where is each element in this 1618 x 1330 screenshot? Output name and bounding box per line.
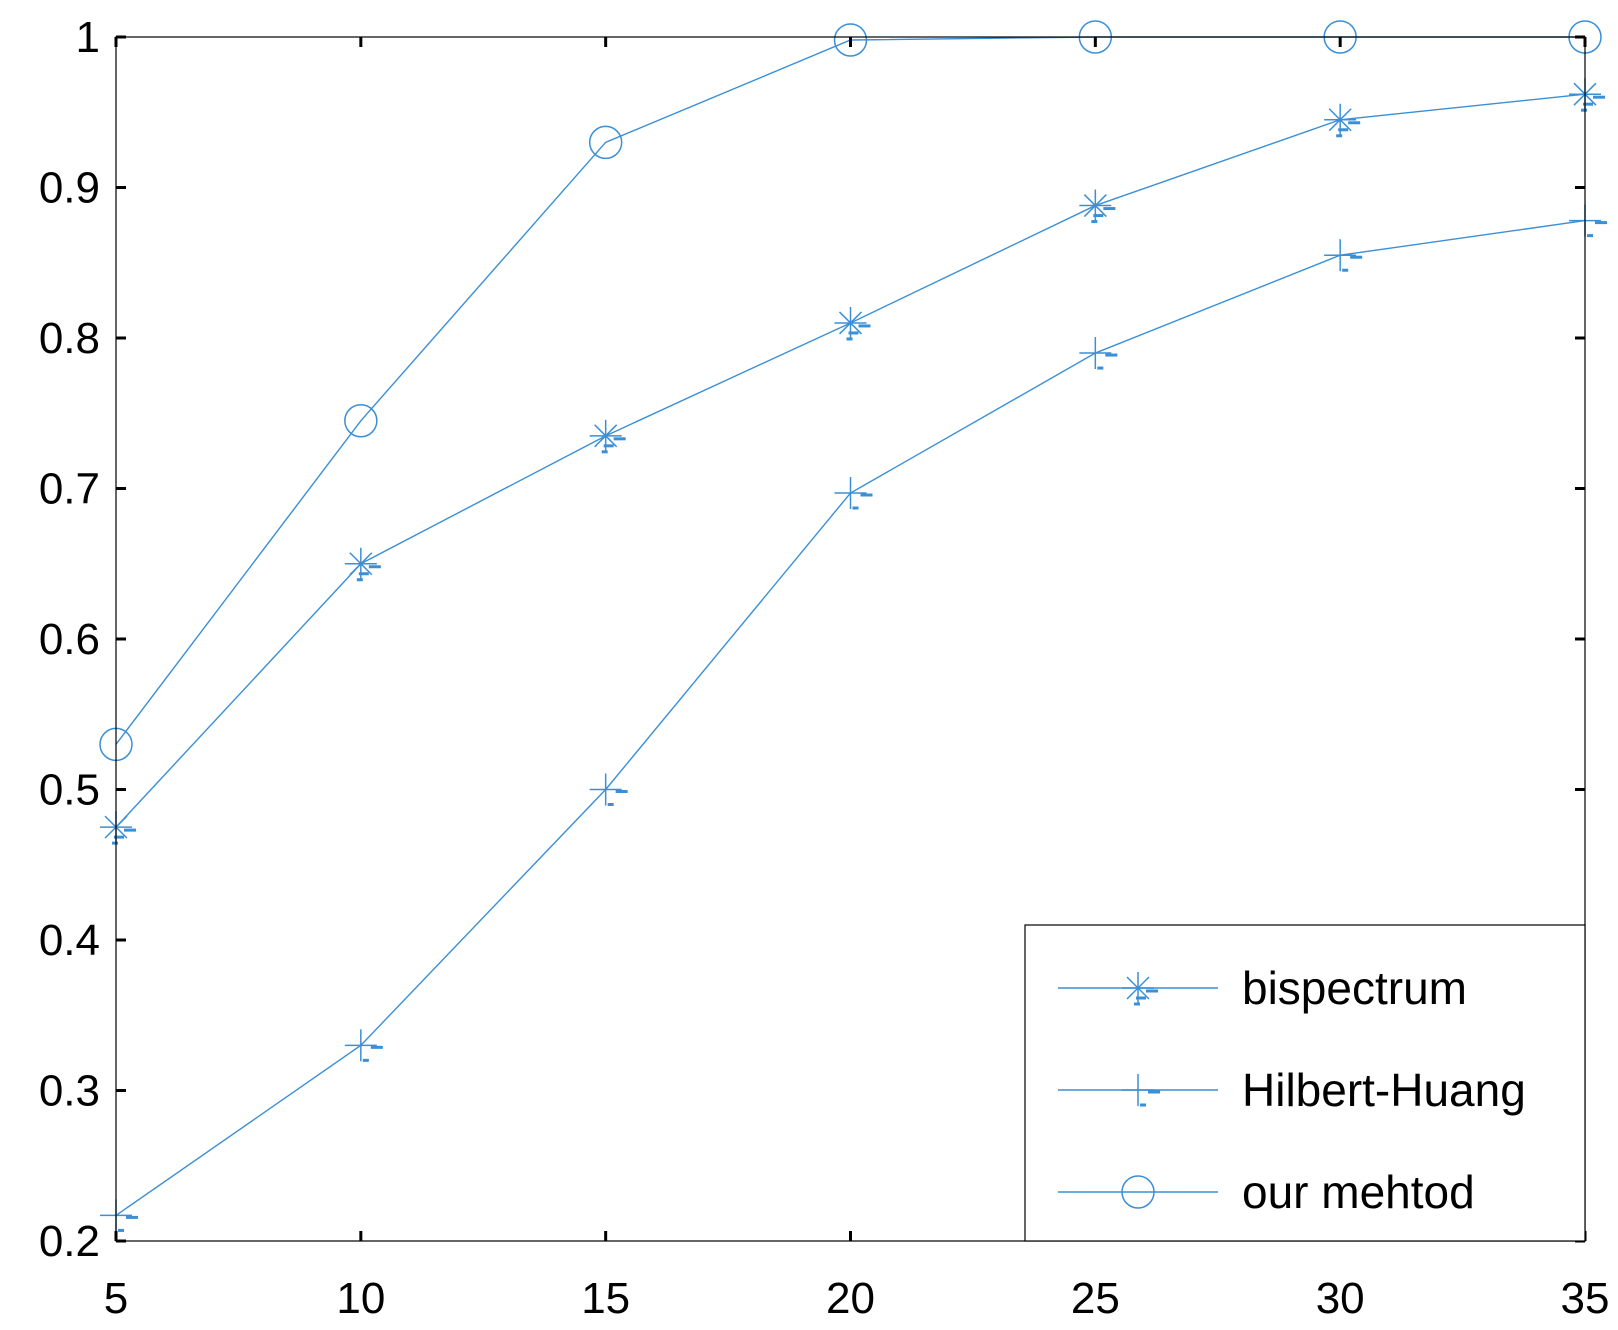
legend-label: our mehtod bbox=[1242, 1166, 1475, 1218]
data-point bbox=[589, 773, 628, 806]
y-tick-label: 0.7 bbox=[39, 465, 100, 514]
data-point bbox=[344, 547, 381, 582]
x-tick-label: 5 bbox=[104, 1274, 128, 1323]
x-tick-label: 30 bbox=[1316, 1274, 1365, 1323]
x-tick-label: 25 bbox=[1071, 1274, 1120, 1323]
data-point bbox=[834, 306, 871, 341]
marker-stroke bbox=[838, 311, 863, 335]
marker-stroke bbox=[1328, 108, 1352, 132]
legend-marker bbox=[1121, 1175, 1155, 1209]
x-tick-label: 35 bbox=[1561, 1274, 1610, 1323]
marker-circle bbox=[833, 23, 868, 57]
legend-label: bispectrum bbox=[1242, 962, 1467, 1014]
marker-circle bbox=[344, 404, 378, 438]
x-tick-label: 10 bbox=[336, 1274, 385, 1323]
marker-circle bbox=[588, 125, 623, 160]
marker-stroke bbox=[1083, 194, 1107, 218]
marker-stroke bbox=[349, 552, 373, 576]
y-tick-label: 0.5 bbox=[39, 766, 100, 815]
y-tick-label: 0.3 bbox=[39, 1067, 100, 1116]
legend: bispectrum Hilbert-Huang our mehtod bbox=[1024, 924, 1586, 1242]
y-tick-label: 0.6 bbox=[39, 615, 100, 664]
data-point bbox=[1079, 189, 1116, 224]
data-point bbox=[344, 1029, 383, 1062]
marker-stroke bbox=[594, 424, 618, 448]
marker-stroke bbox=[1126, 976, 1150, 1000]
y-tick-label: 0.2 bbox=[39, 1217, 100, 1266]
y-tick-label: 0.4 bbox=[39, 916, 100, 965]
data-point bbox=[1079, 337, 1118, 370]
y-tick-label: 0.8 bbox=[39, 314, 100, 363]
data-point bbox=[833, 23, 868, 57]
legend-box bbox=[1024, 924, 1586, 1242]
data-point bbox=[588, 125, 623, 160]
y-tick-label: 0.9 bbox=[39, 164, 100, 213]
legend-marker bbox=[1122, 1074, 1160, 1107]
y-tick-label: 1 bbox=[76, 13, 100, 62]
data-point bbox=[1324, 103, 1361, 138]
data-point bbox=[589, 419, 626, 454]
x-tick-label: 20 bbox=[826, 1274, 875, 1323]
data-point bbox=[834, 477, 873, 510]
axes: 5 10 15 20 25 30 35 0.2 0.3 0.4 0.5 0.6 0.7 0.8 0.9 1 bbox=[39, 13, 1610, 1323]
x-tick-label: 15 bbox=[581, 1274, 630, 1323]
data-point bbox=[1324, 239, 1363, 272]
legend-label: Hilbert-Huang bbox=[1242, 1064, 1526, 1116]
series-plus bbox=[100, 204, 1607, 1232]
data-point bbox=[344, 404, 378, 438]
marker-circle bbox=[1121, 1175, 1155, 1209]
legend-marker bbox=[1122, 972, 1158, 1006]
